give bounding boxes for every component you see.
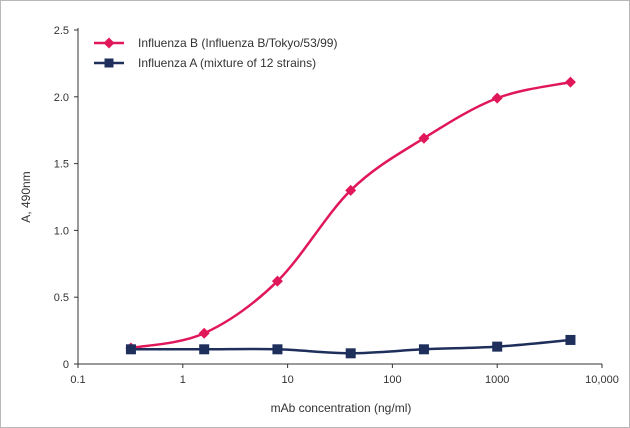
y-tick-labels: 0 0.5 1.0 1.5 2.0 2.5: [54, 25, 78, 371]
legend-label: Influenza A (mixture of 12 strains): [138, 56, 316, 70]
y-tick-label: 0.5: [54, 292, 69, 304]
y-tick-label: 0: [63, 359, 69, 371]
x-tick-label: 10,000: [585, 374, 619, 386]
series-markers: [125, 76, 576, 359]
series-1-point: [345, 184, 357, 196]
x-tick-label: 1: [180, 374, 186, 386]
x-axis-label: mAb concentration (ng/ml): [271, 401, 412, 415]
series-1-line: [130, 80, 571, 350]
series-2-point: [199, 344, 210, 355]
series-2-point: [492, 341, 503, 352]
series-2-point: [418, 344, 429, 355]
y-tick-label: 1.0: [54, 225, 69, 237]
series-2-point: [565, 334, 576, 345]
legend: Influenza B (Influenza B/Tokyo/53/99) Inf…: [94, 36, 337, 70]
series-2-point: [125, 344, 136, 355]
y-tick-label: 2.0: [54, 92, 69, 104]
x-tick-label: 10: [281, 374, 293, 386]
series-lines: [130, 80, 571, 355]
legend-swatch-marker: [104, 58, 114, 68]
legend-label: Influenza B (Influenza B/Tokyo/53/99): [138, 36, 337, 50]
series-1-point: [271, 275, 283, 287]
series-1-point: [564, 76, 576, 88]
series-1-point: [491, 92, 503, 104]
series-1-point: [198, 327, 210, 339]
axes: [77, 28, 602, 365]
y-tick-label: 1.5: [54, 159, 69, 171]
x-tick-labels: 0.1 1 10 100 1000 10,000: [70, 364, 619, 386]
y-tick-label: 2.5: [54, 25, 69, 37]
x-tick-label: 0.1: [70, 374, 85, 386]
y-axis-label: A, 490nm: [19, 171, 33, 222]
series-2-point: [345, 348, 356, 359]
x-tick-label: 100: [383, 374, 401, 386]
legend-swatch-marker: [103, 37, 115, 49]
x-tick-label: 1000: [485, 374, 509, 386]
series-2-point: [272, 344, 283, 355]
series-1-point: [418, 132, 430, 144]
